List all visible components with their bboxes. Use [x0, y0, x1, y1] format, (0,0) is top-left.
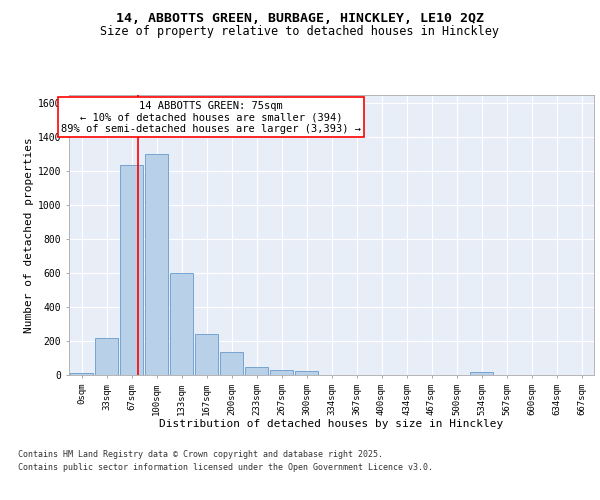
Bar [295, 371, 318, 375]
Text: 14 ABBOTTS GREEN: 75sqm
← 10% of detached houses are smaller (394)
89% of semi-d: 14 ABBOTTS GREEN: 75sqm ← 10% of detache… [61, 100, 361, 134]
Bar [95, 338, 118, 375]
Bar [270, 370, 293, 375]
Bar [120, 164, 143, 375]
Bar [245, 366, 268, 375]
Bar [170, 273, 193, 375]
Bar [70, 374, 93, 375]
Bar [145, 154, 168, 375]
Bar [470, 372, 493, 375]
Bar [220, 352, 243, 375]
Y-axis label: Number of detached properties: Number of detached properties [23, 137, 34, 333]
X-axis label: Distribution of detached houses by size in Hinckley: Distribution of detached houses by size … [160, 419, 503, 429]
Text: Size of property relative to detached houses in Hinckley: Size of property relative to detached ho… [101, 25, 499, 38]
Bar [195, 334, 218, 375]
Text: Contains public sector information licensed under the Open Government Licence v3: Contains public sector information licen… [18, 462, 433, 471]
Text: 14, ABBOTTS GREEN, BURBAGE, HINCKLEY, LE10 2QZ: 14, ABBOTTS GREEN, BURBAGE, HINCKLEY, LE… [116, 12, 484, 26]
Text: Contains HM Land Registry data © Crown copyright and database right 2025.: Contains HM Land Registry data © Crown c… [18, 450, 383, 459]
